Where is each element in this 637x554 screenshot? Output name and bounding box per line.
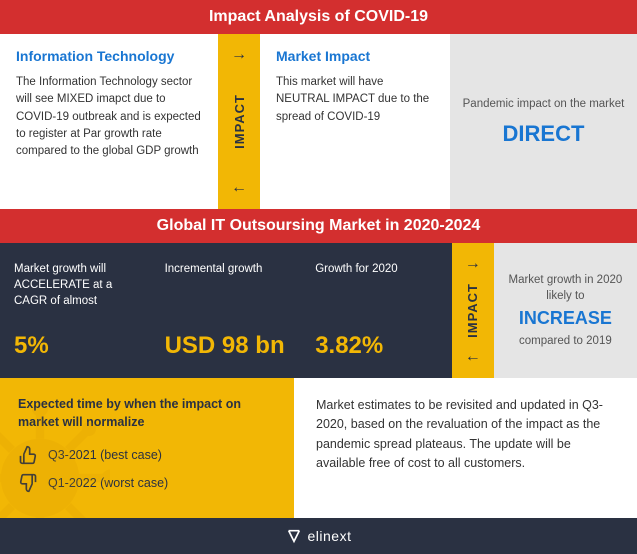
- arrow-left-icon: ←: [465, 348, 481, 366]
- impact-label-1: IMPACT: [232, 94, 247, 149]
- it-title: Information Technology: [16, 48, 202, 64]
- section-impact-analysis: Information Technology The Information T…: [0, 34, 637, 209]
- stat-cagr: Market growth will ACCELERATE at a CAGR …: [0, 243, 151, 378]
- arrow-right-icon: →: [465, 255, 481, 273]
- it-body: The Information Technology sector will s…: [16, 74, 202, 160]
- increase-bottom: compared to 2019: [519, 333, 612, 349]
- stat-growth2020: Growth for 2020 3.82%: [301, 243, 452, 378]
- stat-incremental: Incremental growth USD 98 bn: [151, 243, 302, 378]
- arrow-right-icon: →: [231, 46, 247, 64]
- col-pandemic-impact: Pandemic impact on the market DIRECT: [450, 34, 637, 209]
- col-market-impact: Market Impact This market will have NEUT…: [260, 34, 450, 209]
- section-bottom: Expected time by when the impact on mark…: [0, 378, 637, 518]
- stat-cagr-value: 5%: [14, 332, 137, 360]
- arrow-left-icon: ←: [231, 179, 247, 197]
- impact-label-2: IMPACT: [465, 283, 480, 338]
- brand-name: elinext: [308, 528, 352, 544]
- impact-divider-2: → IMPACT ←: [452, 243, 494, 378]
- col-information-technology: Information Technology The Information T…: [0, 34, 218, 209]
- footer: elinext: [0, 518, 637, 554]
- market-title: Market Impact: [276, 48, 434, 64]
- brand-logo-icon: [286, 528, 302, 544]
- stat-growth2020-label: Growth for 2020: [315, 261, 438, 277]
- stat-cagr-label: Market growth will ACCELERATE at a CAGR …: [14, 261, 137, 309]
- stat-incremental-label: Incremental growth: [165, 261, 288, 277]
- infographic-root: Impact Analysis of COVID-19 Information …: [0, 0, 637, 554]
- impact-divider-1: → IMPACT ←: [218, 34, 260, 209]
- pandemic-big: DIRECT: [503, 121, 585, 147]
- section-market-stats: Market growth will ACCELERATE at a CAGR …: [0, 243, 637, 378]
- virus-icon: [0, 408, 110, 518]
- increase-top: Market growth in 2020 likely to: [504, 272, 627, 304]
- stat-incremental-value: USD 98 bn: [165, 332, 288, 360]
- market-body: This market will have NEUTRAL IMPACT due…: [276, 74, 434, 126]
- header-impact-analysis: Impact Analysis of COVID-19: [0, 0, 637, 34]
- increase-big: INCREASE: [519, 308, 612, 329]
- col-expected-normalize: Expected time by when the impact on mark…: [0, 378, 294, 518]
- stat-growth2020-value: 3.82%: [315, 332, 438, 360]
- col-estimate-text: Market estimates to be revisited and upd…: [294, 378, 637, 518]
- pandemic-small: Pandemic impact on the market: [463, 96, 625, 112]
- col-increase: Market growth in 2020 likely to INCREASE…: [494, 243, 637, 378]
- header-global-it: Global IT Outsoursing Market in 2020-202…: [0, 209, 637, 243]
